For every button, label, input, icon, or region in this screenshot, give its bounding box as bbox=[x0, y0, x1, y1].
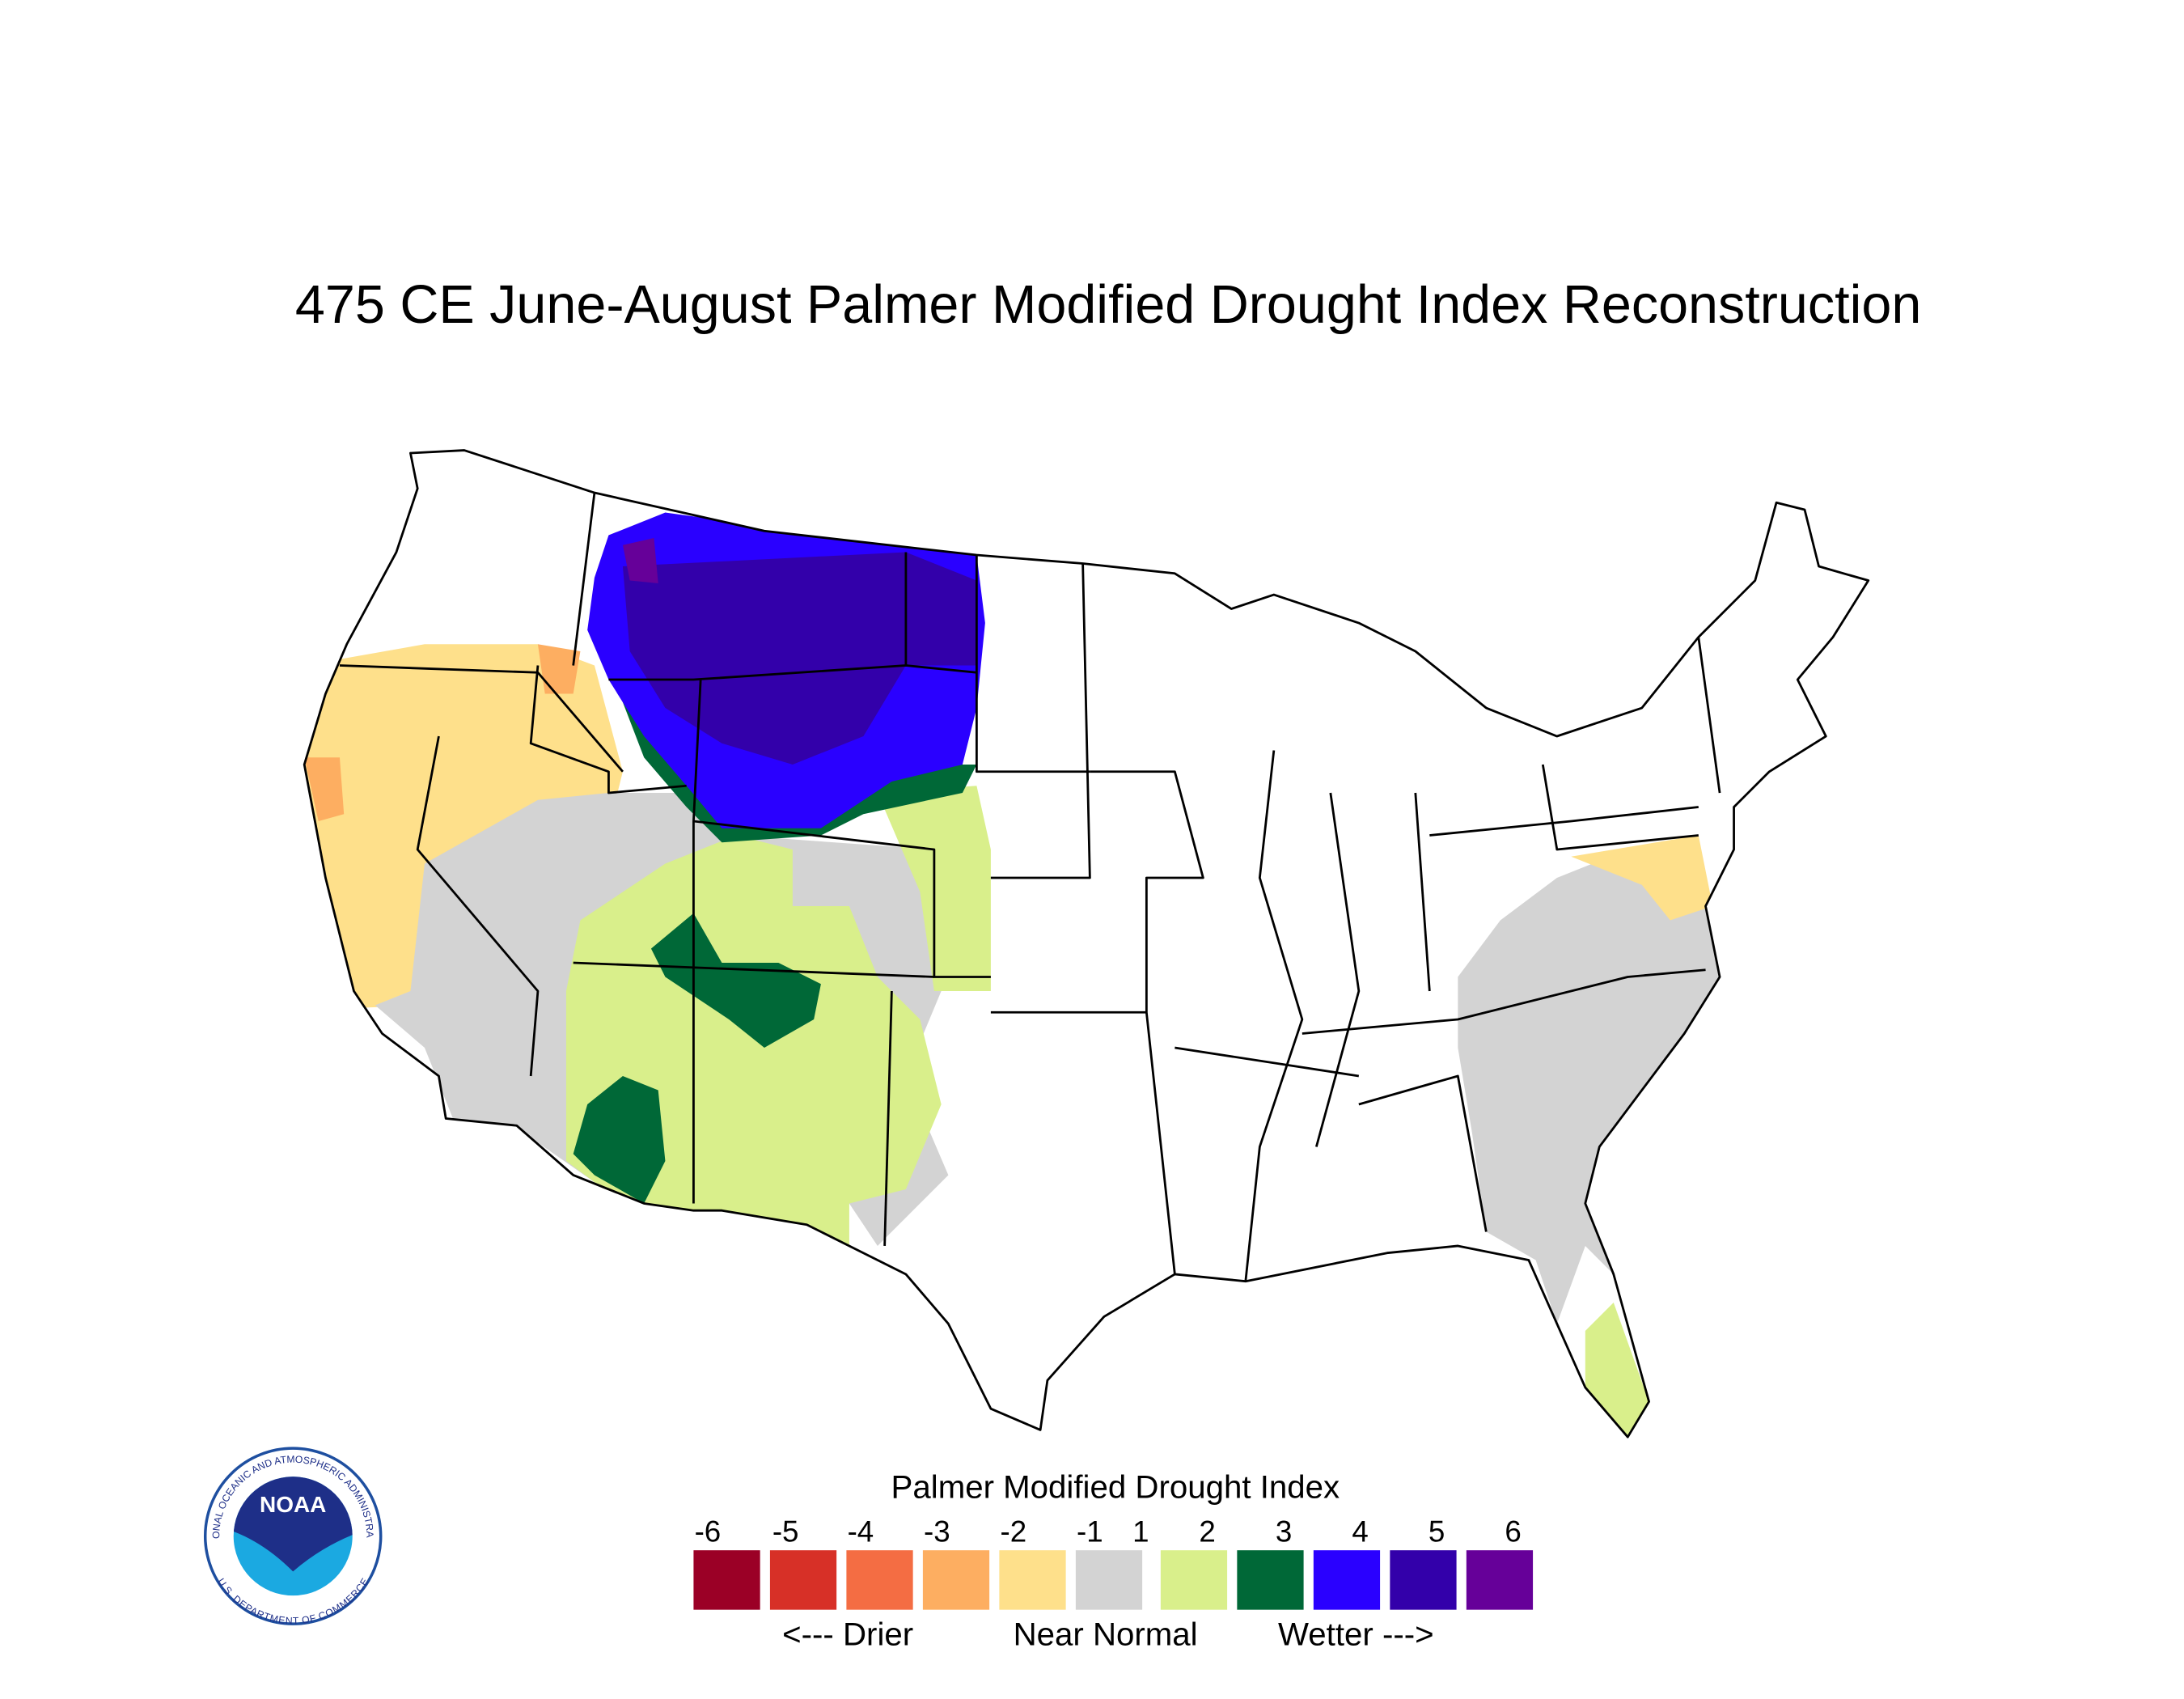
region-wet-florida bbox=[1585, 1302, 1649, 1438]
legend-swatch bbox=[1466, 1550, 1534, 1610]
legend-label: -3 bbox=[924, 1515, 950, 1549]
legend-label: -6 bbox=[695, 1515, 722, 1549]
legend-swatch bbox=[846, 1550, 913, 1610]
title: 475 CE June-August Palmer Modified Droug… bbox=[295, 275, 1921, 335]
legend-swatch bbox=[1075, 1550, 1143, 1610]
legend-label: 5 bbox=[1428, 1515, 1445, 1549]
legend-label: -4 bbox=[848, 1515, 874, 1549]
region-dry-patch bbox=[537, 644, 581, 694]
region-extreme-patch bbox=[622, 538, 658, 584]
region-normal-east bbox=[1458, 850, 1721, 1324]
legend-annotation: Near Normal bbox=[1014, 1616, 1198, 1652]
legend-swatch bbox=[693, 1550, 760, 1610]
region-extremely-wet-dark bbox=[622, 552, 977, 765]
state-borders bbox=[339, 492, 1721, 1282]
legend-title: Palmer Modified Drought Index bbox=[891, 1468, 1340, 1505]
legend-annotation: Wetter ---> bbox=[1278, 1616, 1434, 1652]
region-dry-patch bbox=[304, 757, 345, 822]
map bbox=[303, 449, 1870, 1438]
legend-swatch bbox=[1390, 1550, 1457, 1610]
region-very-wet bbox=[573, 1075, 666, 1204]
legend-swatch bbox=[1237, 1550, 1304, 1610]
legend-label: -5 bbox=[772, 1515, 799, 1549]
region-dry-east bbox=[1571, 835, 1713, 921]
logo-name: NOAA bbox=[260, 1492, 326, 1517]
legend-label: -2 bbox=[1001, 1515, 1027, 1549]
legend-swatch bbox=[999, 1550, 1066, 1610]
legend-annotation: <--- Drier bbox=[782, 1616, 913, 1652]
region-dry bbox=[304, 644, 623, 1008]
legend-swatch bbox=[769, 1550, 837, 1610]
legend-swatch bbox=[922, 1550, 990, 1610]
legend-label: 3 bbox=[1276, 1515, 1292, 1549]
legend-label: 6 bbox=[1505, 1515, 1521, 1549]
legend: Palmer Modified Drought Index -6 -5 -4 -3 -2… bbox=[693, 1468, 1534, 1652]
legend-label: 2 bbox=[1199, 1515, 1215, 1549]
legend-label: -1 bbox=[1077, 1515, 1103, 1549]
legend-label: 1 bbox=[1132, 1515, 1149, 1549]
legend-label: 4 bbox=[1352, 1515, 1368, 1549]
legend-swatch bbox=[1313, 1550, 1381, 1610]
legend-swatch bbox=[1160, 1550, 1228, 1610]
